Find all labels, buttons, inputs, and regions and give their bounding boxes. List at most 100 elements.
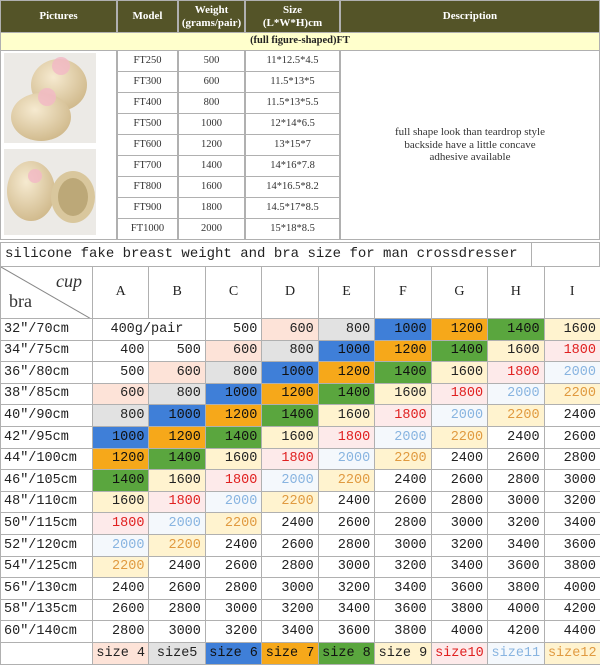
header-text: Pictures xyxy=(39,10,78,23)
weight-cell: 2000 xyxy=(148,512,206,535)
weight-cell: 2800 xyxy=(487,469,545,492)
weight-cell: 800 xyxy=(92,404,150,427)
size-legend: size10 xyxy=(430,642,489,665)
spec-cell: FT600 xyxy=(117,134,178,156)
weight-cell: 2800 xyxy=(92,620,150,643)
weight-cell: 1200 xyxy=(204,404,263,427)
weight-cell: 500 xyxy=(204,318,263,341)
weight-cell: 1800 xyxy=(317,426,376,449)
weight-cell: 4200 xyxy=(543,598,600,622)
weight-cell: 3400 xyxy=(261,620,319,643)
bra-size: 34″/75cm xyxy=(0,339,93,363)
header-text: (L*W*H)cm xyxy=(262,16,323,29)
weight-cell: 3600 xyxy=(487,555,545,579)
weight-cell: 2200 xyxy=(261,490,319,514)
weight-cell: 3400 xyxy=(543,512,600,535)
weight-cell: 3400 xyxy=(317,598,376,622)
header-cell: Size (L*W*H)cm xyxy=(245,0,340,33)
weight-cell: 1400 xyxy=(261,404,319,427)
spec-cell: 800 xyxy=(178,92,245,114)
weight-cell: 1200 xyxy=(92,447,150,471)
cup-label: cup xyxy=(56,271,82,291)
spec-cell: 1000 xyxy=(178,113,245,135)
weight-cell: 4400 xyxy=(543,620,600,643)
bra-size: 58″/135cm xyxy=(0,598,93,622)
weight-cell: 4000 xyxy=(430,620,489,643)
weight-cell: 3600 xyxy=(317,620,376,643)
weight-cell: 1600 xyxy=(374,382,432,406)
weight-cell: 2200 xyxy=(204,512,263,535)
cup-header: B xyxy=(148,266,206,319)
product-pictures xyxy=(1,51,116,238)
header-text: Size xyxy=(283,3,302,16)
weight-cell: 2200 xyxy=(148,534,206,557)
bra-size: 46″/105cm xyxy=(0,469,93,492)
weight-cell: 1800 xyxy=(430,382,489,406)
subheader: (full figure-shaped)FT xyxy=(0,32,600,51)
weight-cell: 2600 xyxy=(261,534,319,557)
weight-cell: 3600 xyxy=(543,534,600,557)
bra-size: 36″/80cm xyxy=(0,361,93,384)
header-text: Model xyxy=(132,10,163,23)
weight-cell: 400 xyxy=(92,339,150,363)
weight-cell: 800 xyxy=(204,361,263,384)
bra-size: 56″/130cm xyxy=(0,577,93,600)
weight-cell: 1600 xyxy=(92,490,150,514)
weight-cell: 2400 xyxy=(148,555,206,579)
weight-cell: 1800 xyxy=(487,361,545,384)
spec-cell: 11.5*13*5.5 xyxy=(245,92,340,114)
weight-cell: 3200 xyxy=(317,577,376,600)
header-cell: Description xyxy=(340,0,600,33)
weight-cell: 1000 xyxy=(92,426,150,449)
weight-cell: 2600 xyxy=(487,447,545,471)
weight-cell: 1000 xyxy=(148,404,206,427)
spec-cell: 14*16.5*8.2 xyxy=(245,176,340,198)
weight-cell: 1200 xyxy=(148,426,206,449)
pictures-cell xyxy=(0,50,117,240)
header-text: Description xyxy=(442,10,498,23)
spec-cell: 14*16*7.8 xyxy=(245,155,340,177)
cup-header: H xyxy=(487,266,545,319)
size-legend: size12 xyxy=(543,642,600,665)
weight-cell: 4000 xyxy=(543,577,600,600)
weight-cell: 2400 xyxy=(430,447,489,471)
weight-cell: 1000 xyxy=(204,382,263,406)
weight-cell: 2800 xyxy=(148,598,206,622)
weight-cell: 3000 xyxy=(317,555,376,579)
weight-cell: 2200 xyxy=(317,469,376,492)
cup-header: E xyxy=(317,266,376,319)
spec-cell: FT700 xyxy=(117,155,178,177)
legend-blank xyxy=(0,642,93,665)
weight-cell: 2200 xyxy=(543,382,600,406)
weight-cell: 3400 xyxy=(430,555,489,579)
bra-size: 54″/125cm xyxy=(0,555,93,579)
spec-cell: FT250 xyxy=(117,50,178,72)
spec-cell: 15*18*8.5 xyxy=(245,218,340,240)
weight-cell: 3000 xyxy=(261,577,319,600)
diagonal-line xyxy=(1,267,91,318)
weight-cell: 2000 xyxy=(374,426,432,449)
description-line: backside have a little concave xyxy=(404,138,536,151)
size-legend: size 6 xyxy=(204,642,263,665)
bra-size: 38″/85cm xyxy=(0,382,93,406)
header-text: Weight xyxy=(194,3,229,16)
weight-cell: 4200 xyxy=(487,620,545,643)
size-legend: size 9 xyxy=(374,642,432,665)
weight-cell: 1400 xyxy=(374,361,432,384)
weight-cell: 2400 xyxy=(317,490,376,514)
weight-cell: 2800 xyxy=(261,555,319,579)
weight-cell: 800 xyxy=(261,339,319,363)
weight-cell: 600 xyxy=(261,318,319,341)
weight-cell: 600 xyxy=(204,339,263,363)
weight-cell: 1400 xyxy=(148,447,206,471)
weight-cell: 1200 xyxy=(317,361,376,384)
weight-cell: 3200 xyxy=(261,598,319,622)
weight-cell: 2600 xyxy=(543,426,600,449)
weight-cell: 3600 xyxy=(374,598,432,622)
weight-cell: 2600 xyxy=(148,577,206,600)
spec-cell: 600 xyxy=(178,71,245,93)
weight-cell: 3200 xyxy=(543,490,600,514)
weight-cell: 1400 xyxy=(317,382,376,406)
weight-cell: 1400 xyxy=(92,469,150,492)
